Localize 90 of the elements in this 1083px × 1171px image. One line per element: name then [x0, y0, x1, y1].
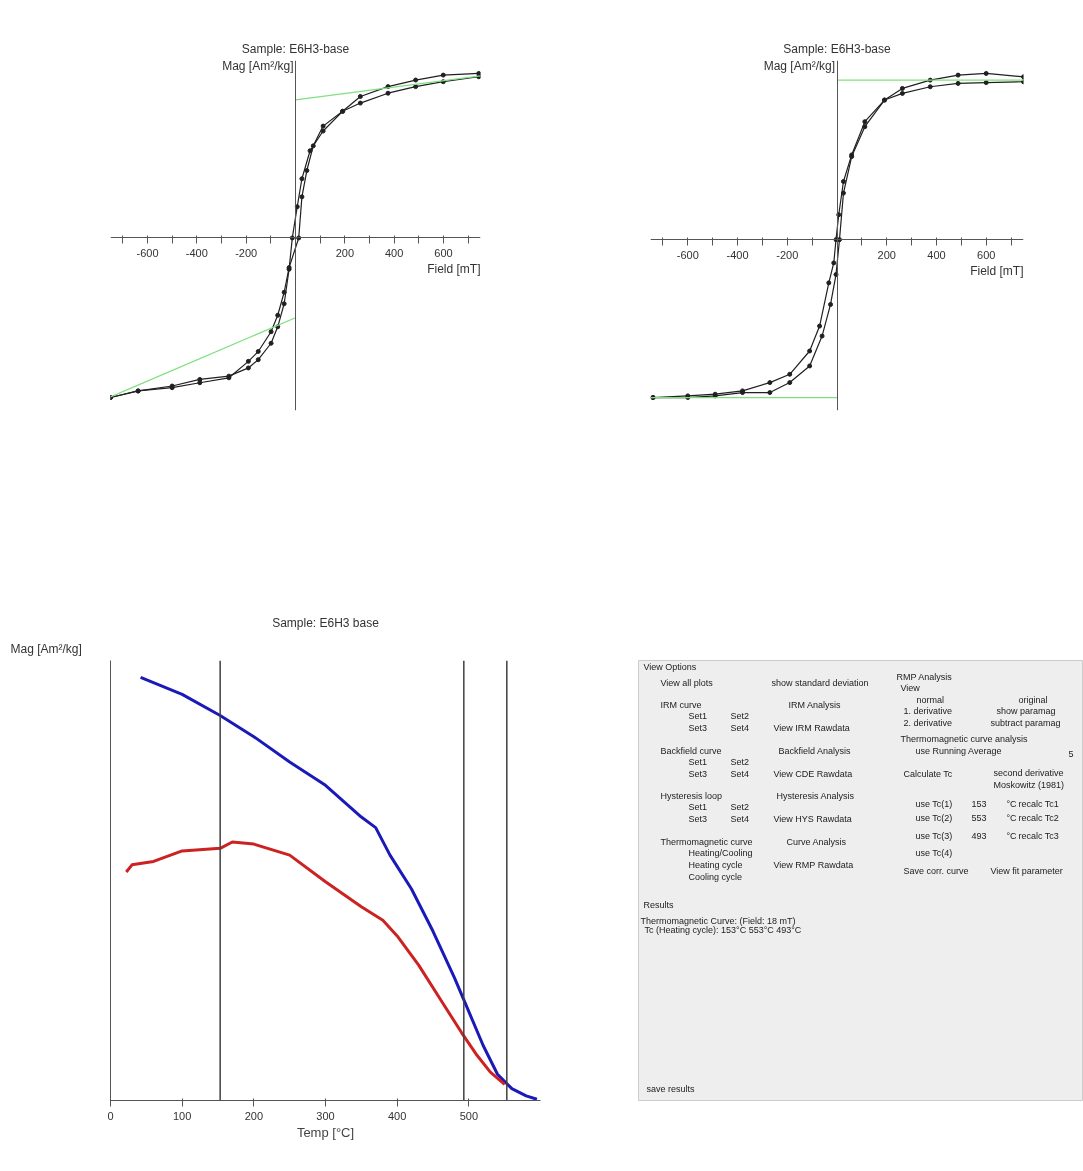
- text: °C: [1006, 830, 1018, 841]
- x-tick-label: 300: [316, 1109, 335, 1122]
- text: Save corr. curve: [903, 866, 969, 877]
- x-tick-label: 200: [244, 1109, 264, 1122]
- text: View Options: [643, 661, 697, 672]
- text: 493: [971, 830, 987, 841]
- text: second derivative: [993, 767, 1064, 778]
- text: Thermomagnetic curve: [660, 837, 753, 847]
- text: Set3: [688, 768, 708, 779]
- text: Set3: [688, 814, 708, 825]
- text: Calculate Tc: [903, 769, 953, 780]
- text: 1. derivative: [903, 705, 953, 716]
- text: IRM Analysis: [788, 700, 842, 711]
- x-tick-label: -600: [136, 246, 159, 259]
- x-tick-label: 200: [877, 248, 896, 261]
- x-tick-label: 0: [107, 1109, 114, 1122]
- text: Results: [643, 899, 675, 910]
- x-tick-label: 400: [927, 248, 946, 261]
- text: Set1: [688, 802, 708, 813]
- text: Set1: [688, 711, 708, 722]
- text: Set3: [688, 723, 708, 734]
- text: Set4: [730, 768, 750, 779]
- x-tick-label: 500: [459, 1109, 479, 1122]
- text: save results: [646, 1083, 696, 1094]
- text: recalc Tc1: [1018, 798, 1059, 809]
- text: Set2: [730, 756, 750, 767]
- text: View: [900, 683, 921, 693]
- text: 553: [971, 813, 987, 824]
- text: show standard deviation: [771, 677, 869, 688]
- text: View CDE Rawdata: [773, 768, 853, 779]
- x-tick-label: -200: [235, 246, 258, 259]
- text: Set4: [730, 814, 750, 825]
- text: use Tc(4): [915, 848, 953, 858]
- text: Thermomagnetic curve analysis: [900, 734, 1029, 745]
- text: use Tc(2): [915, 813, 953, 824]
- text: °C: [1006, 798, 1018, 809]
- text: Moskowitz (1981): [993, 780, 1065, 791]
- y-axis-title: Mag [Am²/kg]: [222, 59, 294, 74]
- text: Hysteresis loop: [660, 791, 723, 802]
- chart-title: Sample: E6H3-base: [783, 41, 892, 56]
- text: Backfield curve: [660, 745, 722, 756]
- x-axis-title: Field [mT]: [427, 261, 481, 276]
- x-tick-label: -400: [185, 246, 208, 259]
- text: Backfield Analysis: [778, 745, 852, 756]
- text: use Tc(3): [915, 830, 953, 841]
- text: use Tc(1): [915, 798, 953, 809]
- text: subtract paramag: [990, 717, 1061, 728]
- text: IRM curve: [660, 700, 702, 711]
- text: View all plots: [660, 677, 714, 688]
- x-tick-label: -600: [676, 248, 699, 261]
- x-tick-label: 400: [384, 246, 404, 259]
- text: View RMP Rawdata: [773, 859, 854, 870]
- x-axis-title: Temp [°C]: [296, 1124, 355, 1140]
- text: View fit parameter: [990, 866, 1063, 877]
- text: View IRM Rawdata: [773, 723, 850, 734]
- text: Thermomagnetic Curve: (Field: 18 mT): [640, 915, 796, 926]
- text: RMP Analysis: [896, 672, 953, 682]
- text: 153: [971, 798, 987, 809]
- text: Set2: [730, 711, 750, 722]
- text: show paramag: [996, 705, 1056, 716]
- text: Set2: [730, 802, 750, 813]
- y-axis-title: Mag [Am²/kg]: [763, 59, 836, 74]
- chart-title: Sample: E6H3-base: [241, 41, 350, 56]
- text: recalc Tc3: [1018, 830, 1059, 841]
- text: original: [1018, 694, 1048, 705]
- chart-title: Sample: E6H3 base: [272, 615, 380, 630]
- x-tick-label: 600: [977, 248, 996, 261]
- y-axis-title: Mag [Am²/kg]: [10, 641, 82, 656]
- x-tick-label: 100: [172, 1109, 192, 1122]
- text: Curve Analysis: [786, 837, 847, 847]
- text: Set4: [730, 723, 750, 734]
- text: View HYS Rawdata: [773, 814, 852, 825]
- text: 5: [1068, 749, 1074, 759]
- text: °C: [1006, 813, 1018, 824]
- text: 2. derivative: [903, 717, 953, 728]
- x-tick-label: -200: [776, 248, 799, 261]
- x-tick-label: 600: [434, 246, 453, 259]
- text: normal: [916, 694, 945, 705]
- text: Heating cycle: [688, 859, 743, 870]
- text: recalc Tc2: [1018, 813, 1059, 824]
- text: use Running Average: [915, 745, 1002, 756]
- text: Cooling cycle: [688, 871, 743, 882]
- text: Tc (Heating cycle): 153°C 553°C 493°C: [644, 925, 802, 935]
- x-tick-label: -400: [726, 248, 749, 261]
- x-axis-title: Field [mT]: [970, 263, 1024, 278]
- x-tick-label: 200: [335, 246, 355, 259]
- text: Hysteresis Analysis: [776, 791, 855, 802]
- text: Set1: [688, 756, 708, 767]
- text: Heating/Cooling: [688, 848, 753, 858]
- x-tick-label: 400: [387, 1109, 407, 1122]
